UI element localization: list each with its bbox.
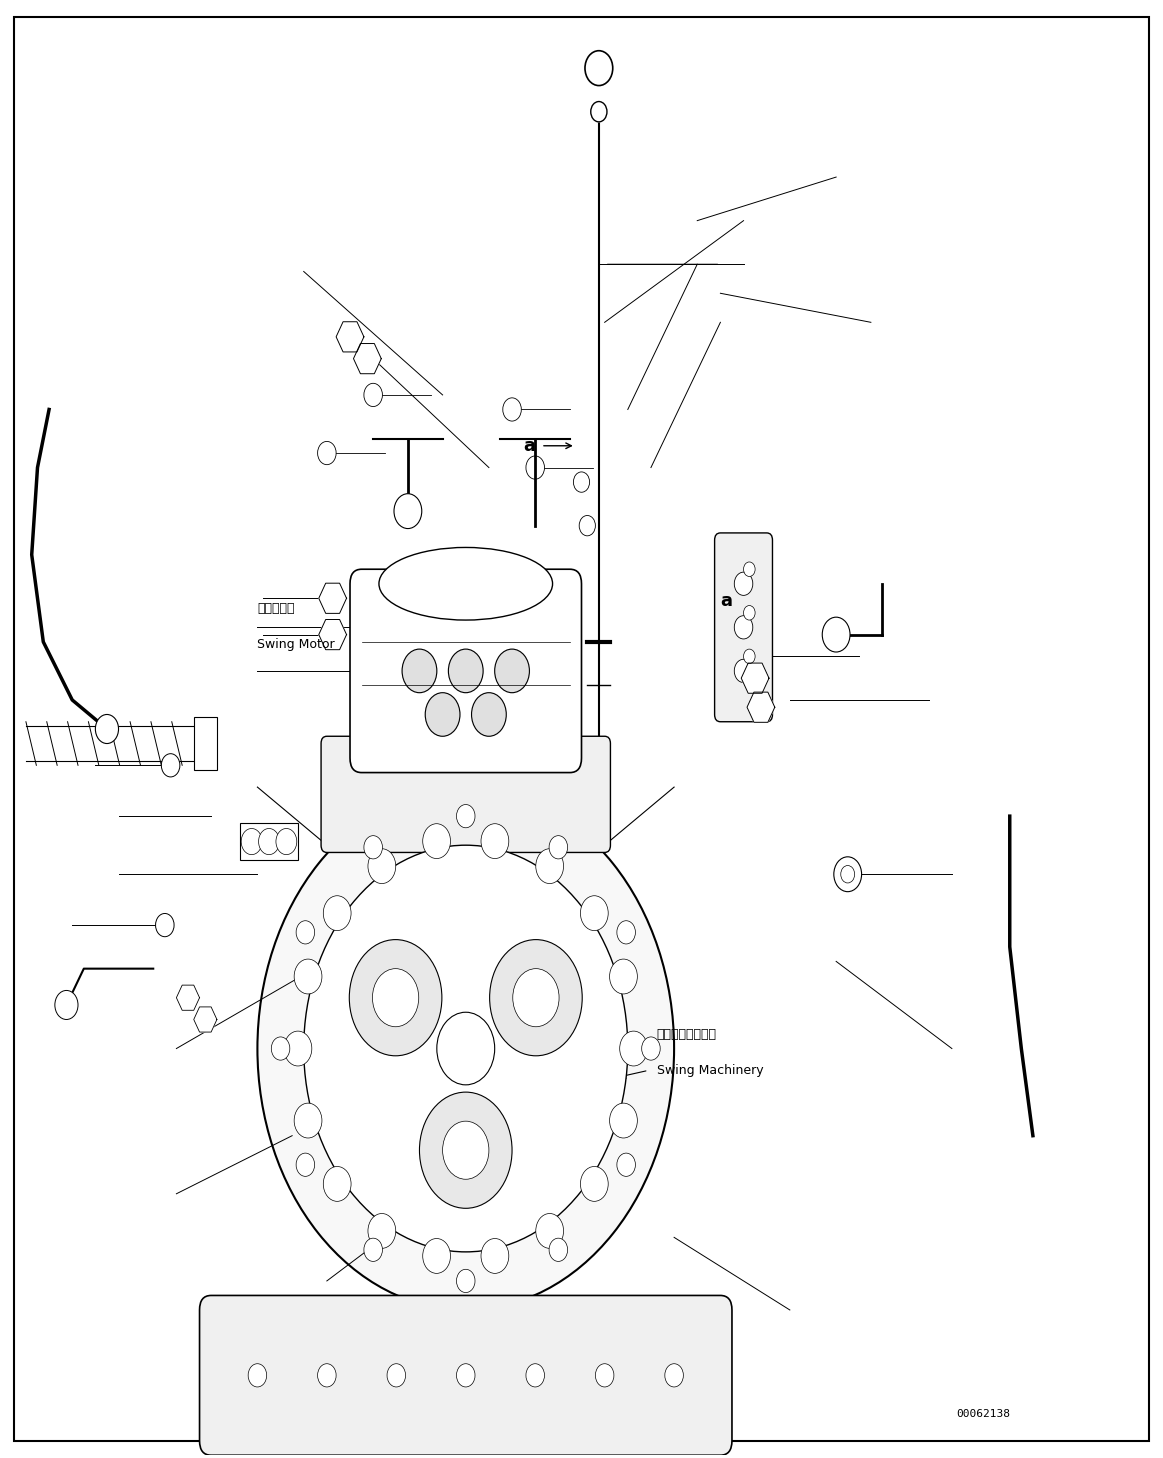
Circle shape bbox=[494, 649, 529, 693]
Text: 00062138: 00062138 bbox=[956, 1408, 1009, 1419]
FancyBboxPatch shape bbox=[714, 534, 772, 722]
Circle shape bbox=[394, 494, 422, 529]
Circle shape bbox=[323, 895, 351, 930]
FancyBboxPatch shape bbox=[350, 569, 582, 773]
Circle shape bbox=[297, 920, 315, 943]
Text: スイングマシナリ: スイングマシナリ bbox=[657, 1028, 716, 1041]
Circle shape bbox=[457, 805, 475, 828]
Circle shape bbox=[457, 1363, 475, 1387]
Circle shape bbox=[481, 1238, 508, 1273]
Circle shape bbox=[536, 1213, 564, 1248]
Circle shape bbox=[317, 1363, 336, 1387]
Circle shape bbox=[426, 693, 461, 736]
Circle shape bbox=[609, 1104, 637, 1139]
Circle shape bbox=[526, 1363, 544, 1387]
Text: 旋回モータ: 旋回モータ bbox=[257, 602, 295, 615]
Polygon shape bbox=[194, 1007, 217, 1032]
Circle shape bbox=[241, 828, 262, 854]
Circle shape bbox=[156, 914, 174, 936]
Text: Swing Machinery: Swing Machinery bbox=[657, 1064, 763, 1077]
Text: a: a bbox=[523, 437, 535, 455]
Circle shape bbox=[734, 572, 752, 595]
Circle shape bbox=[271, 1037, 290, 1060]
Circle shape bbox=[743, 605, 755, 620]
Circle shape bbox=[591, 102, 607, 122]
Circle shape bbox=[457, 1270, 475, 1293]
Circle shape bbox=[443, 1121, 488, 1180]
Circle shape bbox=[297, 1153, 315, 1177]
Circle shape bbox=[502, 398, 521, 421]
Circle shape bbox=[490, 939, 583, 1056]
Circle shape bbox=[372, 968, 419, 1026]
Circle shape bbox=[616, 920, 635, 943]
FancyBboxPatch shape bbox=[200, 1296, 732, 1455]
Circle shape bbox=[162, 754, 180, 777]
Circle shape bbox=[822, 617, 850, 652]
Circle shape bbox=[609, 959, 637, 994]
Circle shape bbox=[549, 1238, 568, 1261]
Circle shape bbox=[549, 835, 568, 859]
Text: a: a bbox=[720, 592, 733, 611]
Circle shape bbox=[580, 1166, 608, 1201]
Circle shape bbox=[294, 1104, 322, 1139]
Polygon shape bbox=[741, 663, 769, 693]
Circle shape bbox=[258, 828, 279, 854]
Circle shape bbox=[422, 824, 450, 859]
Circle shape bbox=[743, 561, 755, 576]
Circle shape bbox=[573, 472, 590, 493]
Circle shape bbox=[579, 516, 595, 537]
Circle shape bbox=[841, 866, 855, 884]
Circle shape bbox=[422, 1238, 450, 1273]
Circle shape bbox=[95, 714, 119, 744]
Circle shape bbox=[595, 1363, 614, 1387]
Circle shape bbox=[276, 828, 297, 854]
Circle shape bbox=[387, 1363, 406, 1387]
Circle shape bbox=[665, 1363, 684, 1387]
Polygon shape bbox=[336, 322, 364, 351]
Circle shape bbox=[526, 456, 544, 480]
Circle shape bbox=[580, 895, 608, 930]
Circle shape bbox=[513, 968, 559, 1026]
FancyBboxPatch shape bbox=[321, 736, 611, 853]
Circle shape bbox=[642, 1037, 661, 1060]
Circle shape bbox=[471, 693, 506, 736]
Polygon shape bbox=[319, 620, 347, 650]
Circle shape bbox=[536, 849, 564, 884]
Circle shape bbox=[368, 1213, 395, 1248]
Circle shape bbox=[304, 846, 628, 1252]
Circle shape bbox=[364, 1238, 383, 1261]
Bar bbox=[194, 717, 217, 770]
Circle shape bbox=[248, 1363, 266, 1387]
Circle shape bbox=[449, 649, 483, 693]
Polygon shape bbox=[354, 344, 381, 373]
Circle shape bbox=[364, 835, 383, 859]
Ellipse shape bbox=[379, 547, 552, 620]
Circle shape bbox=[420, 1092, 512, 1209]
Polygon shape bbox=[177, 986, 200, 1010]
Circle shape bbox=[257, 787, 675, 1309]
Circle shape bbox=[364, 383, 383, 407]
Circle shape bbox=[323, 1166, 351, 1201]
Circle shape bbox=[402, 649, 437, 693]
Polygon shape bbox=[319, 583, 347, 614]
Circle shape bbox=[294, 959, 322, 994]
Circle shape bbox=[368, 849, 395, 884]
Bar bbox=[240, 824, 298, 860]
Circle shape bbox=[620, 1031, 648, 1066]
Circle shape bbox=[437, 1012, 494, 1085]
Circle shape bbox=[317, 442, 336, 465]
Circle shape bbox=[734, 615, 752, 639]
Circle shape bbox=[743, 649, 755, 663]
Circle shape bbox=[55, 990, 78, 1019]
Circle shape bbox=[349, 939, 442, 1056]
Polygon shape bbox=[747, 693, 775, 722]
Circle shape bbox=[481, 824, 508, 859]
Circle shape bbox=[284, 1031, 312, 1066]
Circle shape bbox=[616, 1153, 635, 1177]
Circle shape bbox=[834, 857, 862, 892]
Text: Swing Motor: Swing Motor bbox=[257, 639, 335, 652]
Circle shape bbox=[734, 659, 752, 682]
Circle shape bbox=[585, 51, 613, 86]
